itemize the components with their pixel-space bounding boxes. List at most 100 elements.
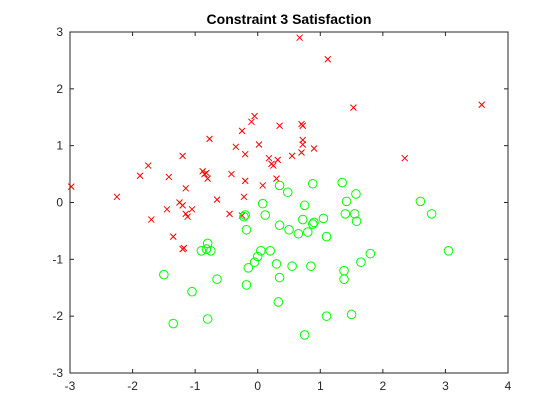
y-tick-label: -2 (52, 309, 63, 323)
circle-marker-point (239, 211, 249, 222)
circle-marker-point (196, 246, 207, 256)
x-marker-point (478, 101, 486, 109)
x-marker-point (188, 205, 196, 213)
circle-marker-point (426, 209, 437, 219)
x-tick-label: 0 (254, 379, 261, 393)
circle-marker-point (274, 220, 285, 231)
x-marker-point (401, 154, 409, 162)
circle-marker-point (260, 210, 271, 220)
circle-marker-point (337, 177, 347, 188)
circle-marker-point (356, 257, 366, 267)
circle-marker-point (282, 187, 293, 198)
circle-marker-point (249, 257, 260, 267)
circle-marker-point (205, 246, 216, 256)
y-tick-label: 2 (56, 82, 63, 96)
x-marker-point (182, 210, 190, 218)
x-marker-point (182, 184, 190, 192)
x-marker-point (296, 34, 303, 42)
circle-marker-point (243, 263, 254, 273)
circle-marker-point (321, 231, 332, 242)
x-tick-label: 3 (442, 379, 449, 393)
circle-marker-point (240, 210, 250, 220)
circle-marker-point (168, 318, 179, 329)
circle-marker-point (274, 272, 285, 283)
x-marker-point (136, 172, 144, 180)
circle-marker-point (241, 280, 252, 290)
x-marker-point (180, 244, 188, 252)
circle-marker-point (287, 261, 297, 271)
x-marker-point (204, 175, 212, 182)
circle-marker-point (309, 217, 319, 228)
x-marker-point (350, 104, 357, 111)
x-marker-point (310, 145, 318, 152)
x-marker-point (169, 233, 177, 240)
x-tick-label: 4 (505, 379, 512, 393)
circle-marker-point (241, 224, 252, 235)
x-marker-point (276, 122, 283, 130)
circle-marker-point (443, 246, 454, 256)
x-marker-point (241, 177, 249, 185)
circle-marker-point (321, 311, 332, 321)
circle-marker-point (302, 227, 313, 237)
x-marker-point (255, 141, 263, 148)
x-marker-point (226, 210, 233, 218)
circle-marker-point (256, 246, 266, 256)
x-marker-point (259, 182, 267, 189)
x-marker-point (270, 162, 277, 169)
circle-marker-point (201, 244, 212, 254)
circle-marker-point (341, 196, 352, 207)
circle-marker-point (159, 269, 169, 280)
circle-marker-point (252, 251, 263, 262)
x-marker-point (228, 170, 235, 178)
x-marker-point (206, 135, 213, 143)
circle-marker-point (307, 178, 318, 189)
y-tick-label: 3 (56, 25, 63, 39)
x-marker-point (299, 141, 307, 148)
x-marker-point (251, 112, 258, 120)
circle-marker-point (307, 219, 318, 229)
x-marker-point (238, 127, 246, 135)
circle-marker-point (340, 209, 351, 219)
x-tick-label: -1 (190, 379, 201, 393)
y-tick-label: 0 (56, 196, 63, 210)
x-marker-point (298, 149, 305, 156)
x-marker-point (273, 175, 280, 182)
y-tick-label: -3 (52, 366, 63, 380)
circle-marker-point (365, 248, 376, 259)
circle-marker-point (284, 224, 294, 235)
x-marker-point (240, 193, 248, 201)
x-marker-point (199, 167, 207, 175)
x-tick-label: -2 (127, 379, 138, 393)
circle-marker-point (293, 228, 304, 239)
x-marker-point (248, 118, 255, 126)
circle-marker-point (271, 259, 282, 269)
x-marker-point (274, 156, 282, 164)
x-marker-point (179, 201, 186, 209)
circle-marker-point (273, 297, 284, 307)
circle-marker-point (349, 209, 360, 219)
circle-marker-point (257, 198, 268, 209)
x-marker-point (113, 193, 121, 201)
x-marker-point (163, 205, 171, 213)
circle-marker-point (339, 274, 349, 285)
y-tick-label: -1 (52, 252, 63, 266)
x-marker-point (241, 150, 249, 158)
x-marker-point (144, 162, 152, 169)
x-marker-point (232, 143, 240, 151)
y-tick-label: 1 (56, 139, 63, 153)
x-marker-point (201, 170, 208, 178)
x-tick-label: -3 (65, 379, 76, 393)
x-marker-point (288, 152, 296, 160)
plot-area: -3 -2 -1 0 1 2 3 4 -3 -2 -1 0 1 2 3 (52, 25, 511, 393)
circle-marker-point (265, 246, 276, 256)
x-tick-label: 1 (317, 379, 324, 393)
circle-marker-point (351, 189, 361, 199)
circle-marker-point (202, 314, 213, 324)
circle-marker-point (212, 274, 222, 285)
circle-marker-point (351, 216, 362, 227)
circle-marker-point (346, 309, 357, 320)
circle-marker-point (299, 330, 310, 340)
x-marker-point (179, 152, 186, 160)
